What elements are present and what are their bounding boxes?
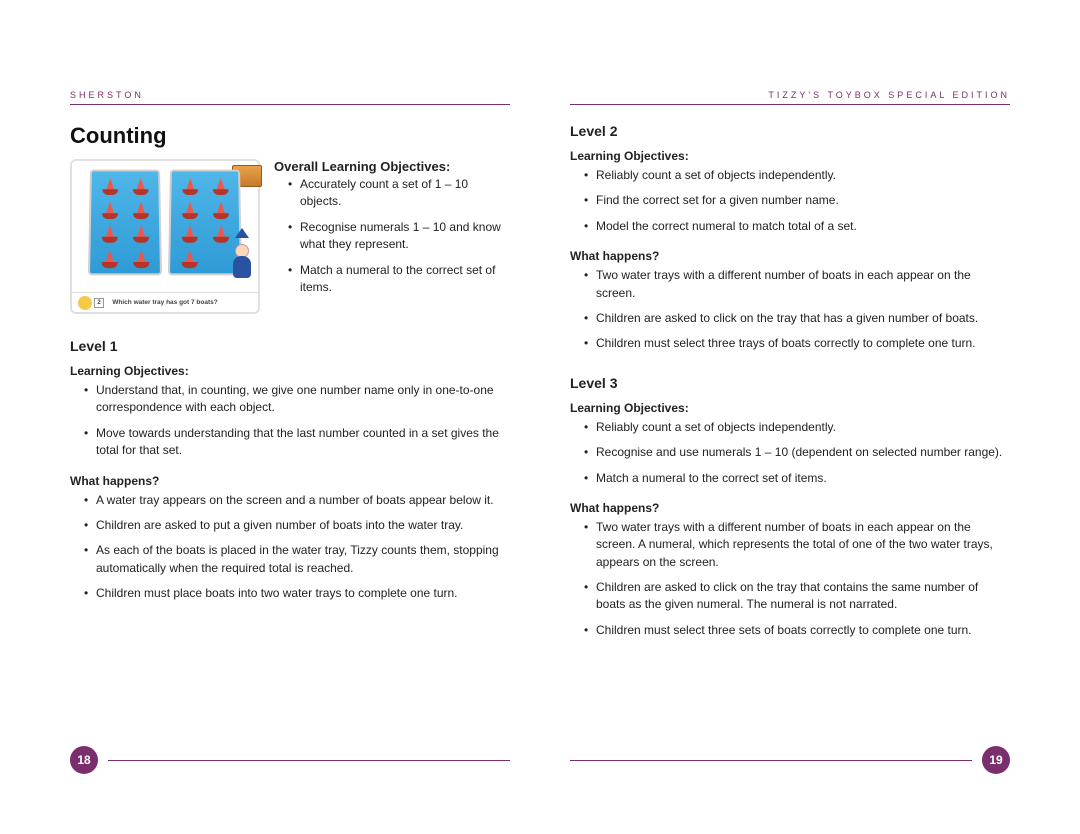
tizzy-clown-icon xyxy=(230,252,254,294)
list-item: Model the correct numeral to match total… xyxy=(584,218,1010,235)
subhead: What happens? xyxy=(570,249,1010,263)
boat-icon xyxy=(131,248,152,268)
footer-rule xyxy=(108,760,510,761)
list-item: Find the correct set for a given number … xyxy=(584,192,1010,209)
overall-list: Accurately count a set of 1 – 10 objects… xyxy=(274,176,510,296)
boat-icon xyxy=(180,199,200,218)
left-page: SHERSTON Counting xyxy=(70,90,510,774)
list-item: Two water trays with a different number … xyxy=(584,267,1010,302)
list-item: Move towards understanding that the last… xyxy=(84,425,510,460)
list-item: As each of the boats is placed in the wa… xyxy=(84,542,510,577)
page-number: 18 xyxy=(70,746,98,774)
level-heading: Level 3 xyxy=(570,375,1010,391)
level1-wh-list: A water tray appears on the screen and a… xyxy=(70,492,510,611)
list-item: Recognise and use numerals 1 – 10 (depen… xyxy=(584,444,1010,461)
screenshot-figure: 2 Which water tray has got 7 boats? xyxy=(70,159,260,314)
duck-icon xyxy=(78,296,92,310)
level3-wh-list: Two water trays with a different number … xyxy=(570,519,1010,647)
level2-lo-list: Reliably count a set of objects independ… xyxy=(570,167,1010,243)
level1-lo-list: Understand that, in counting, we give on… xyxy=(70,382,510,468)
figure-caption: Which water tray has got 7 boats? xyxy=(112,299,217,306)
boat-icon xyxy=(99,248,120,268)
boat-icon xyxy=(100,199,120,218)
boat-icon xyxy=(210,199,230,218)
running-header-right: TIZZY'S TOYBOX SPECIAL EDITION xyxy=(570,90,1010,105)
water-tray-left xyxy=(88,170,162,276)
page-footer-right: 19 xyxy=(570,738,1010,774)
boat-icon xyxy=(179,248,200,268)
boat-icon xyxy=(179,223,199,243)
list-item: Understand that, in counting, we give on… xyxy=(84,382,510,417)
page-number: 19 xyxy=(982,746,1010,774)
boat-icon xyxy=(99,223,119,243)
overall-objectives: Overall Learning Objectives: Accurately … xyxy=(274,159,510,314)
list-item: Children must select three trays of boat… xyxy=(584,335,1010,352)
publisher-name: SHERSTON xyxy=(70,90,144,100)
list-item: Match a numeral to the correct set of it… xyxy=(584,470,1010,487)
boat-icon xyxy=(130,199,150,218)
boat-icon xyxy=(130,176,150,195)
boat-icon xyxy=(180,176,200,195)
list-item: Recognise numerals 1 – 10 and know what … xyxy=(288,219,510,254)
boat-icon xyxy=(131,223,151,243)
level-heading: Level 1 xyxy=(70,338,510,354)
list-item: Children are asked to click on the tray … xyxy=(584,579,1010,614)
footer-rule xyxy=(570,760,972,761)
subhead: Learning Objectives: xyxy=(570,401,1010,415)
subhead: What happens? xyxy=(70,474,510,488)
page-spread: SHERSTON Counting xyxy=(0,0,1080,834)
overall-heading: Overall Learning Objectives: xyxy=(274,159,510,174)
boat-icon xyxy=(210,176,230,195)
list-item: Match a numeral to the correct set of it… xyxy=(288,262,510,297)
caption-number-box: 2 xyxy=(94,298,104,308)
subhead: What happens? xyxy=(570,501,1010,515)
level-heading: Level 2 xyxy=(570,123,1010,139)
list-item: A water tray appears on the screen and a… xyxy=(84,492,510,509)
figure-row: 2 Which water tray has got 7 boats? Over… xyxy=(70,159,510,314)
level2-wh-list: Two water trays with a different number … xyxy=(570,267,1010,361)
list-item: Accurately count a set of 1 – 10 objects… xyxy=(288,176,510,211)
page-footer-left: 18 xyxy=(70,738,510,774)
level3-lo-list: Reliably count a set of objects independ… xyxy=(570,419,1010,495)
running-header-left: SHERSTON xyxy=(70,90,510,105)
boat-icon xyxy=(100,176,120,195)
list-item: Reliably count a set of objects independ… xyxy=(584,167,1010,184)
product-name: TIZZY'S TOYBOX SPECIAL EDITION xyxy=(570,90,1010,100)
list-item: Children must select three sets of boats… xyxy=(584,622,1010,639)
list-item: Children are asked to click on the tray … xyxy=(584,310,1010,327)
list-item: Children are asked to put a given number… xyxy=(84,517,510,534)
subhead: Learning Objectives: xyxy=(570,149,1010,163)
subhead: Learning Objectives: xyxy=(70,364,510,378)
list-item: Two water trays with a different number … xyxy=(584,519,1010,571)
list-item: Children must place boats into two water… xyxy=(84,585,510,602)
page-title: Counting xyxy=(70,123,510,149)
list-item: Reliably count a set of objects independ… xyxy=(584,419,1010,436)
boat-icon xyxy=(211,223,231,243)
right-page: TIZZY'S TOYBOX SPECIAL EDITION Level 2 L… xyxy=(570,90,1010,774)
figure-caption-bar: 2 Which water tray has got 7 boats? xyxy=(72,292,258,312)
